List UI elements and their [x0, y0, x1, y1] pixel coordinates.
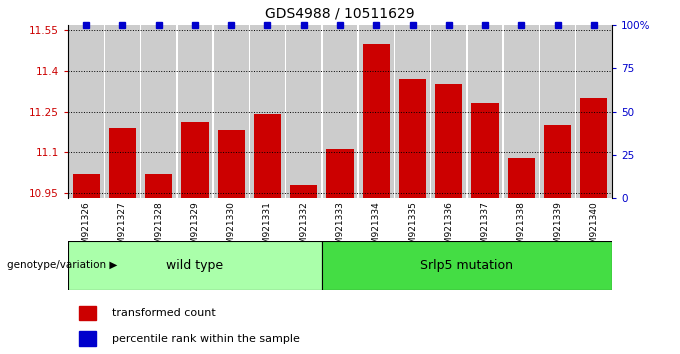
Bar — [539, 25, 576, 198]
Bar — [503, 25, 539, 198]
Bar — [68, 241, 322, 290]
Bar — [68, 25, 104, 198]
Bar — [176, 25, 177, 198]
Bar — [467, 25, 503, 198]
Bar — [430, 25, 467, 198]
Text: transformed count: transformed count — [112, 308, 216, 318]
Bar — [103, 25, 105, 198]
Bar — [104, 25, 141, 198]
Bar — [285, 25, 286, 198]
Bar — [213, 25, 250, 198]
Bar — [508, 158, 535, 198]
Bar — [73, 174, 100, 198]
Bar — [394, 25, 395, 198]
Bar — [362, 44, 390, 198]
Bar — [321, 25, 322, 198]
Bar — [254, 114, 281, 198]
Bar — [399, 79, 426, 198]
Text: wild type: wild type — [167, 259, 224, 272]
Bar — [326, 149, 354, 198]
Bar — [212, 25, 214, 198]
Bar — [145, 174, 172, 198]
Bar — [177, 25, 213, 198]
Bar — [358, 25, 394, 198]
Bar — [140, 25, 141, 198]
Text: genotype/variation ▶: genotype/variation ▶ — [7, 261, 117, 270]
Bar — [79, 331, 97, 346]
Bar — [250, 25, 286, 198]
Bar — [141, 25, 177, 198]
Bar — [466, 25, 468, 198]
Text: percentile rank within the sample: percentile rank within the sample — [112, 334, 299, 344]
Bar — [182, 122, 209, 198]
Bar — [435, 84, 462, 198]
Bar — [109, 128, 136, 198]
Bar — [286, 25, 322, 198]
Bar — [503, 25, 504, 198]
Bar — [249, 25, 250, 198]
Bar — [394, 25, 430, 198]
Bar — [576, 25, 612, 198]
Bar — [580, 98, 607, 198]
Bar — [358, 25, 359, 198]
Bar — [544, 125, 571, 198]
Bar — [322, 25, 358, 198]
Bar — [430, 25, 431, 198]
Bar — [471, 103, 498, 198]
Bar — [575, 25, 577, 198]
Bar — [539, 25, 540, 198]
Text: Srlp5 mutation: Srlp5 mutation — [420, 259, 513, 272]
Title: GDS4988 / 10511629: GDS4988 / 10511629 — [265, 7, 415, 21]
Bar — [218, 131, 245, 198]
Bar — [79, 306, 97, 320]
Bar — [290, 185, 318, 198]
Bar — [322, 241, 612, 290]
